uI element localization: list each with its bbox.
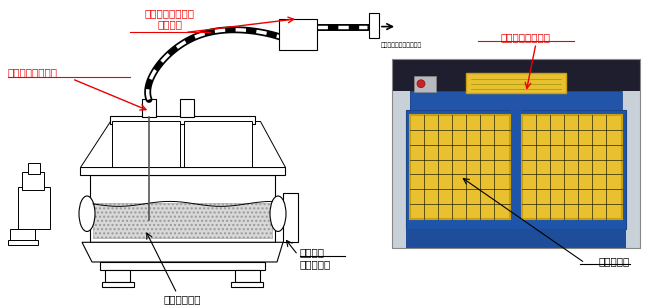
Bar	[369, 13, 379, 39]
Bar	[414, 76, 436, 91]
Bar	[90, 175, 275, 242]
Text: ミキサ内部: ミキサ内部	[599, 256, 630, 266]
Ellipse shape	[79, 196, 95, 231]
Circle shape	[417, 80, 425, 88]
Bar	[510, 110, 522, 229]
Polygon shape	[82, 242, 283, 262]
Bar	[180, 99, 194, 117]
Bar	[235, 270, 260, 282]
Polygon shape	[240, 121, 285, 167]
Bar	[392, 59, 640, 248]
Bar	[28, 162, 40, 174]
Polygon shape	[80, 121, 125, 167]
Bar	[410, 115, 510, 219]
Text: コンクリート: コンクリート	[163, 294, 201, 304]
Bar	[105, 270, 130, 282]
Ellipse shape	[270, 196, 286, 231]
Bar	[406, 229, 626, 248]
Bar	[102, 282, 134, 287]
Bar	[283, 193, 298, 242]
Bar	[392, 59, 640, 91]
Bar	[22, 172, 44, 190]
Bar	[10, 229, 35, 240]
Text: 連続温度測定装置: 連続温度測定装置	[501, 32, 551, 43]
Bar	[110, 116, 255, 124]
Text: 混練装置: 混練装置	[300, 247, 325, 257]
Bar	[406, 110, 626, 229]
Bar	[100, 262, 265, 270]
Bar	[112, 121, 180, 167]
Bar	[80, 167, 285, 175]
Bar	[93, 203, 272, 238]
Bar	[522, 115, 622, 219]
Bar	[231, 282, 263, 287]
Bar	[279, 19, 317, 50]
Bar	[622, 91, 640, 248]
Bar	[18, 187, 50, 229]
Bar	[410, 91, 622, 110]
Bar	[392, 59, 640, 248]
Bar	[142, 99, 156, 117]
Text: （ミキサ）: （ミキサ）	[300, 259, 331, 269]
Bar	[466, 73, 566, 93]
Text: 連続温度測定装置: 連続温度測定装置	[8, 67, 58, 77]
Bar	[184, 121, 252, 167]
Bar	[392, 91, 410, 248]
Text: （蒸気・粉じんの排出）: （蒸気・粉じんの排出）	[381, 42, 422, 48]
Text: 浄化フィルタ付き
排気装置: 浄化フィルタ付き 排気装置	[145, 8, 195, 29]
Bar	[8, 240, 38, 245]
Bar	[392, 91, 640, 248]
